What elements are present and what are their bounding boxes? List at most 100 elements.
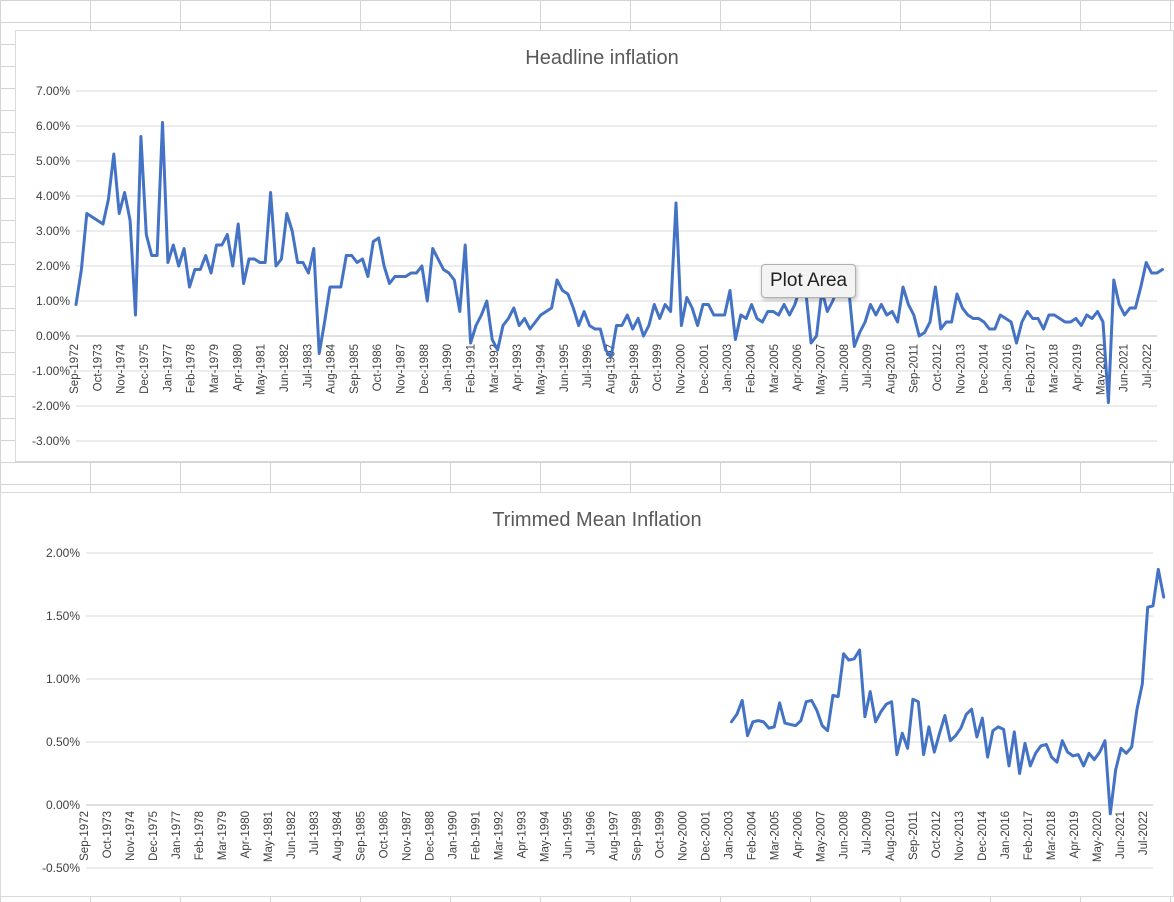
data-point (582, 309, 587, 314)
data-point (1036, 316, 1041, 321)
chart-title: Headline inflation (525, 47, 678, 69)
data-point (528, 327, 533, 332)
x-tick-label: May-1981 (256, 344, 268, 395)
x-tick-label: Mar-2005 (770, 811, 782, 860)
plot-area-tooltip: Plot Area (761, 264, 857, 298)
x-tick-label: May-1981 (263, 811, 275, 862)
series-line[interactable] (730, 567, 1166, 816)
x-tick-label: Oct-1999 (655, 811, 667, 858)
data-point (1155, 271, 1160, 276)
data-point (511, 306, 516, 311)
x-tick-label: Mar-1979 (217, 811, 229, 860)
data-point (894, 752, 899, 757)
x-tick-label: Nov-1974 (116, 343, 128, 393)
x-tick-label: Nov-2013 (954, 811, 966, 861)
data-point (1092, 757, 1097, 762)
x-tick-label: Feb-2004 (746, 343, 758, 393)
data-point (479, 313, 484, 318)
data-point (1087, 751, 1092, 756)
data-point (1065, 750, 1070, 755)
data-point (765, 309, 770, 314)
trimmed-mean-inflation-plot[interactable]: Trimmed Mean Inflation -0.50% 0.00% 0.50% 1… (1, 493, 1174, 898)
x-tick-label: Dec-2014 (979, 343, 991, 393)
data-point (225, 232, 230, 237)
data-point (944, 320, 949, 325)
data-point (176, 264, 181, 269)
data-point (1124, 751, 1129, 756)
x-tick-label: May-1994 (539, 810, 551, 862)
data-point (560, 288, 565, 293)
data-point (446, 271, 451, 276)
data-point (857, 648, 862, 653)
y-tick-label: -3.00% (32, 434, 70, 448)
series-line[interactable] (74, 121, 1164, 404)
y-tick-label: -0.50% (42, 861, 80, 875)
data-point (219, 243, 224, 248)
data-point (1041, 327, 1046, 332)
data-point (690, 306, 695, 311)
x-tick-label: Oct-1973 (92, 344, 104, 391)
data-point (663, 302, 668, 307)
data-point (749, 302, 754, 307)
data-point (964, 712, 969, 717)
data-point (522, 316, 527, 321)
data-point (230, 264, 235, 269)
data-point (517, 323, 522, 328)
data-point (328, 285, 333, 290)
data-point (1044, 742, 1049, 747)
x-tick-label: Nov-2013 (955, 344, 967, 394)
x-tick-label: Mar-2018 (1046, 811, 1058, 860)
x-tick-label: Dec-1988 (424, 811, 436, 861)
data-point (533, 320, 538, 325)
headline-inflation-plot[interactable]: Headline inflation -3.00% -2.00% -1.00% 0.0… (16, 31, 1174, 463)
data-point (614, 323, 619, 328)
data-point (717, 313, 722, 318)
data-point (549, 306, 554, 311)
data-point (879, 302, 884, 307)
data-point (247, 257, 252, 262)
data-point (1084, 313, 1089, 318)
x-tick-label: Aug-1984 (326, 343, 338, 393)
y-tick-label: 0.00% (36, 329, 70, 343)
data-point (463, 243, 468, 248)
data-point (657, 316, 662, 321)
data-point (641, 334, 646, 339)
data-point (571, 306, 576, 311)
data-point (1138, 285, 1143, 290)
x-tick-label: Feb-1978 (194, 811, 206, 860)
data-point (782, 721, 787, 726)
y-tick-label: 6.00% (36, 119, 70, 133)
data-point (1001, 727, 1006, 732)
data-point (555, 278, 560, 283)
x-tick-label: Sep-2011 (908, 811, 920, 860)
data-point (160, 120, 165, 125)
data-point (777, 700, 782, 705)
x-tick-label: Sep-1985 (355, 811, 367, 861)
data-point (1101, 320, 1106, 325)
trimmed-mean-inflation-chart[interactable]: Trimmed Mean Inflation -0.50% 0.00% 0.50% 1… (0, 492, 1174, 897)
data-point (674, 201, 679, 206)
data-point (928, 320, 933, 325)
x-tick-label: Mar-2018 (1049, 344, 1061, 393)
data-point (457, 309, 462, 314)
x-tick-label: Nov-2000 (678, 811, 690, 861)
headline-inflation-chart[interactable]: Headline inflation -3.00% -2.00% -1.00% 0.0… (15, 30, 1174, 462)
data-point (971, 316, 976, 321)
data-point (1063, 320, 1068, 325)
x-tick-label: Jul-1983 (309, 811, 321, 855)
data-point (209, 271, 214, 276)
data-point (1009, 320, 1014, 325)
data-point (1079, 323, 1084, 328)
data-point (755, 316, 760, 321)
data-point (430, 246, 435, 251)
data-point (733, 337, 738, 342)
data-point (495, 348, 500, 353)
y-tick-label: 0.00% (46, 798, 80, 812)
data-point (441, 267, 446, 272)
x-tick-label: Dec-1975 (148, 811, 160, 861)
data-point (144, 232, 149, 237)
data-point (884, 313, 889, 318)
data-point (1140, 682, 1145, 687)
x-tick-label: Sep-2011 (909, 344, 921, 393)
y-tick-label: 5.00% (36, 154, 70, 168)
